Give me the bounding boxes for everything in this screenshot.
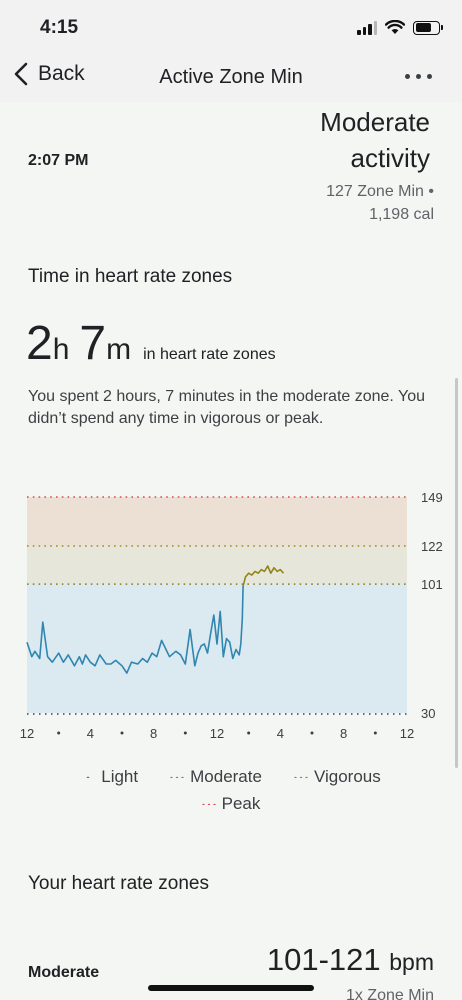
y-tick-label: 149 [421,490,443,505]
zone-multiplier: 1x Zone Min [345,987,434,1000]
duration-minutes-unit: m [106,333,132,366]
chevron-left-icon [14,62,28,86]
zone-range: 101-121 bpm [267,942,434,978]
more-dot-icon [416,74,421,79]
calories-stat: 1,198 cal [369,206,434,223]
legend-label-moderate: Moderate [190,767,262,786]
x-minor-tick-dot [183,731,187,735]
wifi-icon [385,20,405,34]
battery-icon [413,20,443,35]
cellular-signal-icon [357,20,377,35]
x-minor-tick-dot [120,731,124,735]
legend-item-moderate: Moderate [170,767,262,787]
x-minor-tick-dot [57,731,61,735]
x-minor-tick-dot [247,731,251,735]
x-minor-tick-dot [310,731,314,735]
status-bar: 4:15 [0,0,462,52]
more-dot-icon [427,74,432,79]
x-tick-label: 12 [400,726,414,741]
status-icons [357,20,443,35]
legend-dots-vigorous-icon [294,776,308,778]
chart-legend-row-2: Peak [0,794,462,814]
status-time: 4:15 [40,17,79,38]
back-button[interactable]: Back [14,62,85,86]
scrollbar[interactable] [455,378,458,768]
page-title: Active Zone Min [159,66,303,88]
x-tick-label: 12 [20,726,34,741]
legend-label-peak: Peak [221,794,261,813]
legend-dots-peak-icon [201,803,216,805]
zone-min-stat: 127 Zone Min • [326,183,434,200]
activity-stats: 127 Zone Min • 1,198 cal [214,180,434,226]
y-tick-label: 122 [421,539,443,554]
back-label: Back [38,62,85,85]
zone-range-unit: bpm [389,949,434,975]
duration-minutes: 7 [79,317,107,370]
duration-suffix: in heart rate zones [143,346,276,363]
duration-hours: 2 [26,317,53,370]
activity-name: Moderate activity [210,104,430,176]
heart-rate-chart: 149 122 101 30 12 4 8 12 4 8 12 [20,490,443,741]
more-options-button[interactable] [405,74,432,79]
legend-label-vigorous: Vigorous [313,767,381,786]
duration-total: 2 h 7 m in heart rate zones [26,316,276,371]
activity-name-line2: activity [350,143,430,173]
zone-range-value: 101-121 [266,942,381,977]
home-indicator[interactable] [148,985,314,991]
zone-band-light [27,584,407,713]
zone-band-vigorous [27,497,407,547]
zone-name: Moderate [28,964,100,981]
x-tick-label: 8 [340,726,347,741]
zone-summary: You spent 2 hours, 7 minutes in the mode… [28,388,426,427]
nav-bar: Back Active Zone Min [0,52,462,102]
legend-item-vigorous: Vigorous [294,767,381,787]
series-line-light [26,585,244,674]
x-minor-tick-dot [373,731,377,735]
legend-item-peak: Peak [201,794,261,814]
legend-dots-moderate-icon [170,776,184,778]
legend-item-light: Light [81,767,138,787]
x-tick-label: 12 [210,726,224,741]
x-tick-label: 4 [87,726,94,741]
legend-dot-light-icon [86,776,90,778]
series-line-moderate [242,565,285,587]
activity-time: 2:07 PM [28,152,89,169]
duration-hours-unit: h [52,333,70,366]
x-tick-label: 4 [277,726,284,741]
more-dot-icon [405,74,410,79]
y-tick-label: 101 [421,577,443,592]
chart-legend-row-1: Light Moderate Vigorous [0,767,462,787]
section-title-time-in-zones: Time in heart rate zones [28,266,233,287]
activity-name-line1: Moderate [320,107,430,137]
zone-band-moderate [27,546,407,585]
y-tick-label: 30 [421,706,435,721]
legend-label-light: Light [101,767,139,786]
section-title-your-zones: Your heart rate zones [28,873,209,894]
x-tick-label: 8 [150,726,157,741]
